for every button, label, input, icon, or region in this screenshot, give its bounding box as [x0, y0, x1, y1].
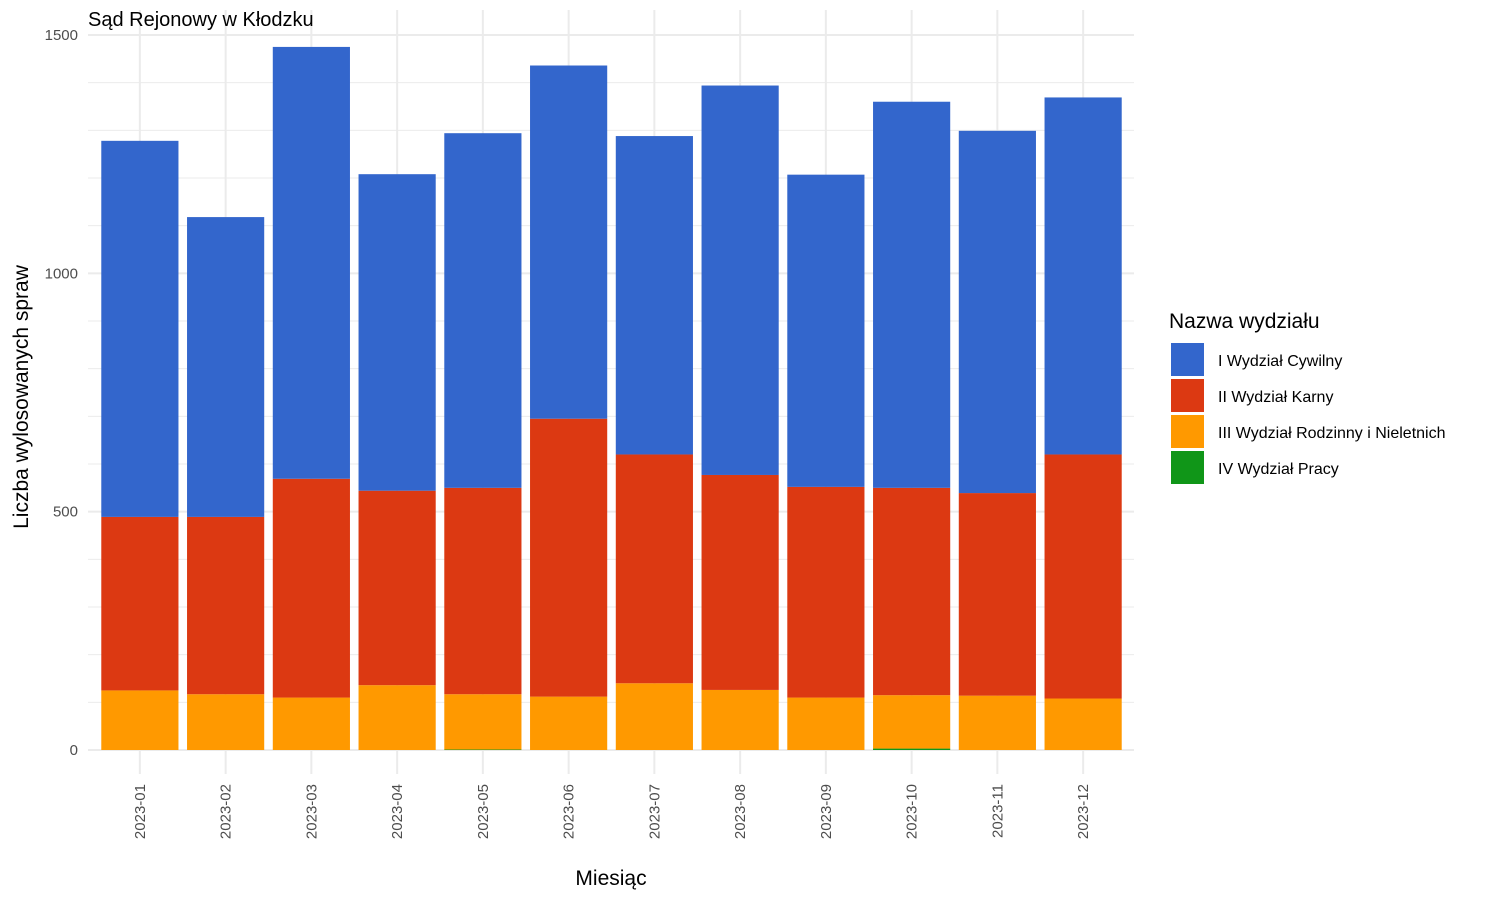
x-tick-label: 2023-01	[132, 784, 149, 839]
x-tick-label: 2023-04	[389, 784, 406, 839]
bar-segment	[873, 748, 951, 750]
bar-segment	[787, 486, 865, 698]
legend-swatch	[1171, 343, 1204, 376]
bar-segment	[101, 516, 179, 691]
legend-label: I Wydział Cywilny	[1218, 353, 1342, 370]
bar-segment	[444, 133, 522, 488]
bar-segment	[444, 749, 522, 751]
bar-segment	[444, 694, 522, 750]
bar-segment	[101, 140, 179, 517]
bar-segment	[272, 697, 350, 750]
legend: Nazwa wydziału I Wydział Cywilny II Wydzi…	[1169, 310, 1446, 484]
bar-segment	[873, 695, 951, 749]
bar-segment	[358, 490, 436, 686]
bar-segment	[530, 418, 608, 697]
x-axis-title: Miesiąc	[575, 867, 646, 890]
bar-segment	[787, 174, 865, 487]
bar-segment	[358, 174, 436, 491]
y-axis-ticks: 0 500 1000 1500	[45, 27, 78, 759]
bar-segment	[1044, 698, 1122, 750]
x-tick-label: 2023-02	[218, 784, 235, 839]
x-tick-label: 2023-11	[989, 784, 1006, 838]
legend-swatch	[1171, 451, 1204, 484]
bar-segment	[701, 474, 779, 690]
x-tick-label: 2023-05	[475, 784, 492, 839]
bar-segment	[1044, 454, 1122, 699]
bar-segment	[958, 130, 1036, 494]
legend-label: II Wydział Karny	[1218, 389, 1333, 406]
y-tick-label: 1500	[45, 27, 78, 44]
bar-segment	[873, 487, 951, 696]
bar-segment	[615, 454, 693, 684]
legend-label: IV Wydział Pracy	[1218, 461, 1339, 478]
legend-items: I Wydział Cywilny II Wydział Karny III Wyd…	[1171, 343, 1446, 484]
x-tick-label: 2023-08	[732, 784, 749, 839]
x-tick-label: 2023-06	[561, 784, 578, 839]
x-tick-label: 2023-03	[303, 784, 320, 839]
bar-segment	[615, 136, 693, 455]
y-tick-label: 0	[70, 742, 78, 759]
bar-segment	[272, 46, 350, 479]
bar-segment	[873, 101, 951, 488]
bar-segment	[444, 487, 522, 695]
bar-segment	[530, 65, 608, 419]
bar-segment	[958, 493, 1036, 696]
bar-segment	[187, 516, 265, 695]
bar-segment	[187, 694, 265, 750]
y-axis-title: Liczba wylosowanych spraw	[10, 264, 33, 529]
legend-swatch	[1171, 379, 1204, 412]
bar-segment	[701, 689, 779, 750]
legend-swatch	[1171, 415, 1204, 448]
bar-segment	[1044, 97, 1122, 455]
legend-title: Nazwa wydziału	[1169, 310, 1320, 333]
bar-segment	[272, 478, 350, 698]
bar-segment	[101, 690, 179, 750]
legend-label: III Wydział Rodzinny i Nieletnich	[1218, 425, 1446, 442]
x-axis-ticks: 2023-01 2023-02 2023-03 2023-04 2023-05 2023-…	[132, 784, 1092, 839]
bar-segment	[615, 683, 693, 750]
bar-segment	[787, 697, 865, 750]
bar-segment	[187, 217, 265, 517]
x-tick-label: 2023-09	[818, 784, 835, 839]
bars	[101, 46, 1122, 751]
bar-segment	[958, 695, 1036, 750]
x-tick-label: 2023-07	[646, 784, 663, 839]
chart-title: Sąd Rejonowy w Kłodzku	[88, 9, 314, 31]
bar-segment	[530, 696, 608, 750]
y-tick-label: 1000	[45, 265, 78, 282]
y-tick-label: 500	[53, 504, 78, 521]
x-tick-label: 2023-12	[1075, 784, 1092, 839]
bar-segment	[701, 85, 779, 475]
x-tick-label: 2023-10	[904, 784, 921, 839]
bar-segment	[358, 685, 436, 750]
